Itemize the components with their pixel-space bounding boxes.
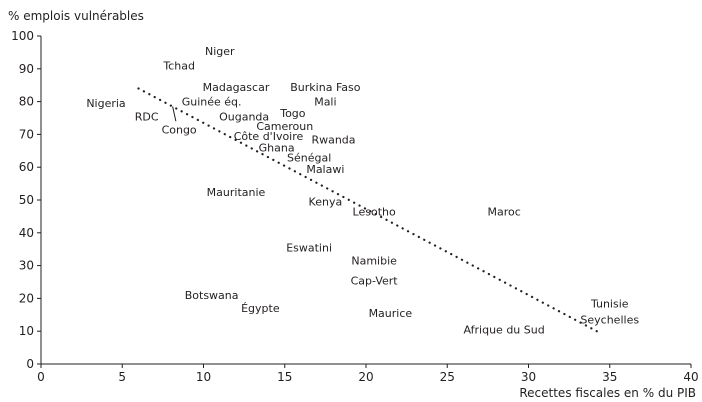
data-point-label: Tunisie [590,297,629,310]
x-tick-label: 15 [277,370,292,384]
y-tick-label: 80 [19,95,34,109]
congo-pointer-line [172,106,177,122]
data-point-label: Tchad [162,60,195,73]
data-point-label: Togo [279,107,306,120]
data-point-label: Congo [162,123,197,136]
y-axis-ticks: 0 10 20 30 40 50 60 70 80 90 100 [11,29,41,371]
data-point-label: Afrique du Sud [464,324,545,337]
y-tick-label: 90 [19,62,34,76]
data-point-label: Burkina Faso [290,81,360,94]
data-point-label: Cameroun [256,120,313,133]
x-tick-label: 35 [602,370,617,384]
x-tick-label: 30 [521,370,536,384]
data-point-label: Mauritanie [207,186,266,199]
x-tick-label: 25 [440,370,455,384]
data-point-label: Eswatini [286,242,332,255]
y-tick-label: 10 [19,324,34,338]
x-tick-label: 5 [118,370,126,384]
x-tick-label: 10 [196,370,211,384]
data-point-label: Maroc [487,205,520,218]
data-point-label: Mali [314,96,336,109]
data-point-label: Kenya [309,196,343,209]
y-tick-label: 100 [11,29,34,43]
y-tick-label: 60 [19,160,34,174]
trend-line [137,87,598,333]
data-point-label: Ouganda [219,110,269,123]
data-point-label: Seychelles [580,314,639,327]
data-point-label: Niger [205,45,235,58]
x-tick-label: 0 [37,370,45,384]
y-tick-label: 20 [19,291,34,305]
y-tick-label: 0 [26,357,34,371]
data-point-label: Côte d'Ivoire [234,130,304,143]
data-point-label: Lesotho [353,205,396,218]
y-tick-label: 70 [19,127,34,141]
x-tick-label: 40 [683,370,698,384]
y-tick-label: 30 [19,259,34,273]
y-tick-label: 50 [19,193,34,207]
data-point-labels: Niger Tchad Madagascar Burkina Faso Nigeria G… [86,45,639,337]
x-tick-label: 20 [358,370,373,384]
data-point-label: Namibie [351,255,397,268]
data-point-label: Ghana [259,142,295,155]
y-axis-title: % emplois vulnérables [8,9,144,23]
data-point-label: Sénégal [287,151,331,164]
y-tick-label: 40 [19,226,34,240]
data-point-label: RDC [135,110,159,123]
data-point-label: Botswana [185,289,239,302]
data-point-label: Rwanda [311,133,355,146]
x-axis-ticks: 0 5 10 15 20 25 30 35 40 [37,364,699,384]
data-point-label: Égypte [241,302,280,315]
data-point-label: Nigeria [86,97,125,110]
data-point-label: Madagascar [203,81,270,94]
data-point-label: Malawi [306,163,344,176]
x-axis-title: Recettes fiscales en % du PIB [519,386,696,400]
data-point-label: Guinée éq. [182,96,242,109]
data-point-label: Maurice [369,307,413,320]
data-point-label: Cap-Vert [351,274,399,287]
